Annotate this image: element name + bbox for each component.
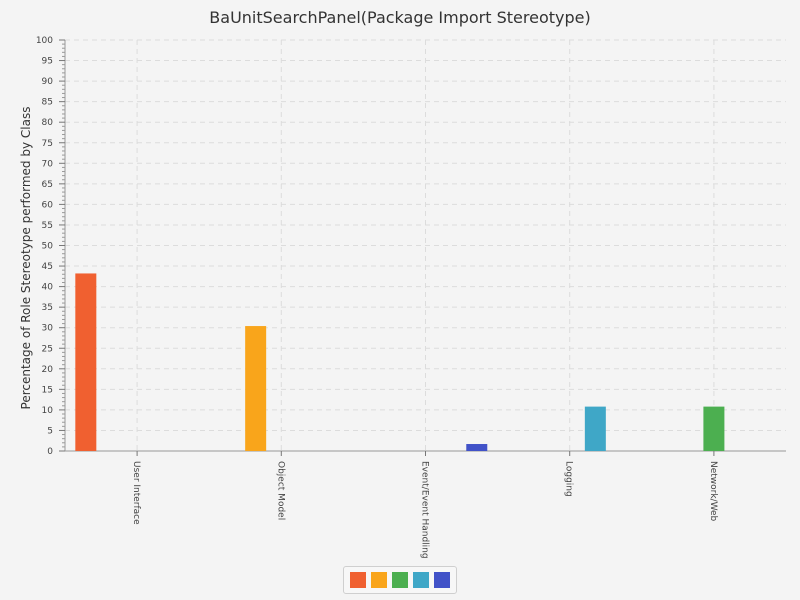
x-axis-categories: User Interface Object Model Event/Event Ha…: [131, 451, 718, 559]
bars: [75, 273, 725, 451]
y-tick-label: 25: [42, 344, 53, 354]
bar: [703, 406, 725, 451]
y-tick-label: 65: [42, 180, 53, 190]
y-tick-label: 10: [42, 406, 54, 416]
y-tick-label: 55: [42, 221, 53, 231]
bar: [245, 326, 267, 451]
y-tick-label: 85: [42, 98, 53, 108]
y-axis-label: Percentage of Role Stereotype performed …: [19, 107, 33, 410]
y-tick-label: 60: [42, 200, 54, 210]
y-tick-label: 45: [42, 262, 53, 272]
legend-swatch: [434, 572, 450, 588]
y-tick-label: 15: [42, 385, 53, 395]
y-tick-label: 50: [42, 242, 54, 252]
y-tick-label: 80: [42, 118, 54, 128]
y-tick-label: 35: [42, 303, 53, 313]
legend-swatch: [413, 572, 429, 588]
y-tick-label: 5: [47, 426, 53, 436]
legend-swatch: [371, 572, 387, 588]
category-label: Network/Web: [708, 461, 718, 522]
bar: [75, 273, 97, 451]
y-axis-ticks: 0 5 10 15 20 25 30 35 40 45 50 55 60 65 70 75 80 85 90 95 10…: [36, 36, 65, 457]
y-tick-label: 90: [42, 77, 54, 87]
category-label: Logging: [564, 461, 574, 497]
bar: [584, 406, 606, 451]
category-label: Object Model: [275, 461, 285, 520]
legend-swatch: [350, 572, 366, 588]
y-tick-label: 30: [42, 324, 54, 334]
y-tick-label: 100: [36, 36, 53, 46]
y-tick-label: 70: [42, 159, 54, 169]
y-tick-label: 75: [42, 139, 53, 149]
y-tick-label: 40: [42, 283, 54, 293]
y-tick-label: 20: [42, 365, 54, 375]
legend-swatch: [392, 572, 408, 588]
chart-title: BaUnitSearchPanel(Package Import Stereot…: [209, 8, 591, 27]
y-tick-label: 95: [42, 57, 53, 67]
bar: [466, 444, 488, 451]
category-label: User Interface: [131, 461, 141, 525]
legend: [343, 566, 457, 594]
category-label: Event/Event Handling: [420, 461, 430, 559]
grid-lines: [65, 39, 786, 451]
y-tick-label: 0: [47, 447, 53, 457]
